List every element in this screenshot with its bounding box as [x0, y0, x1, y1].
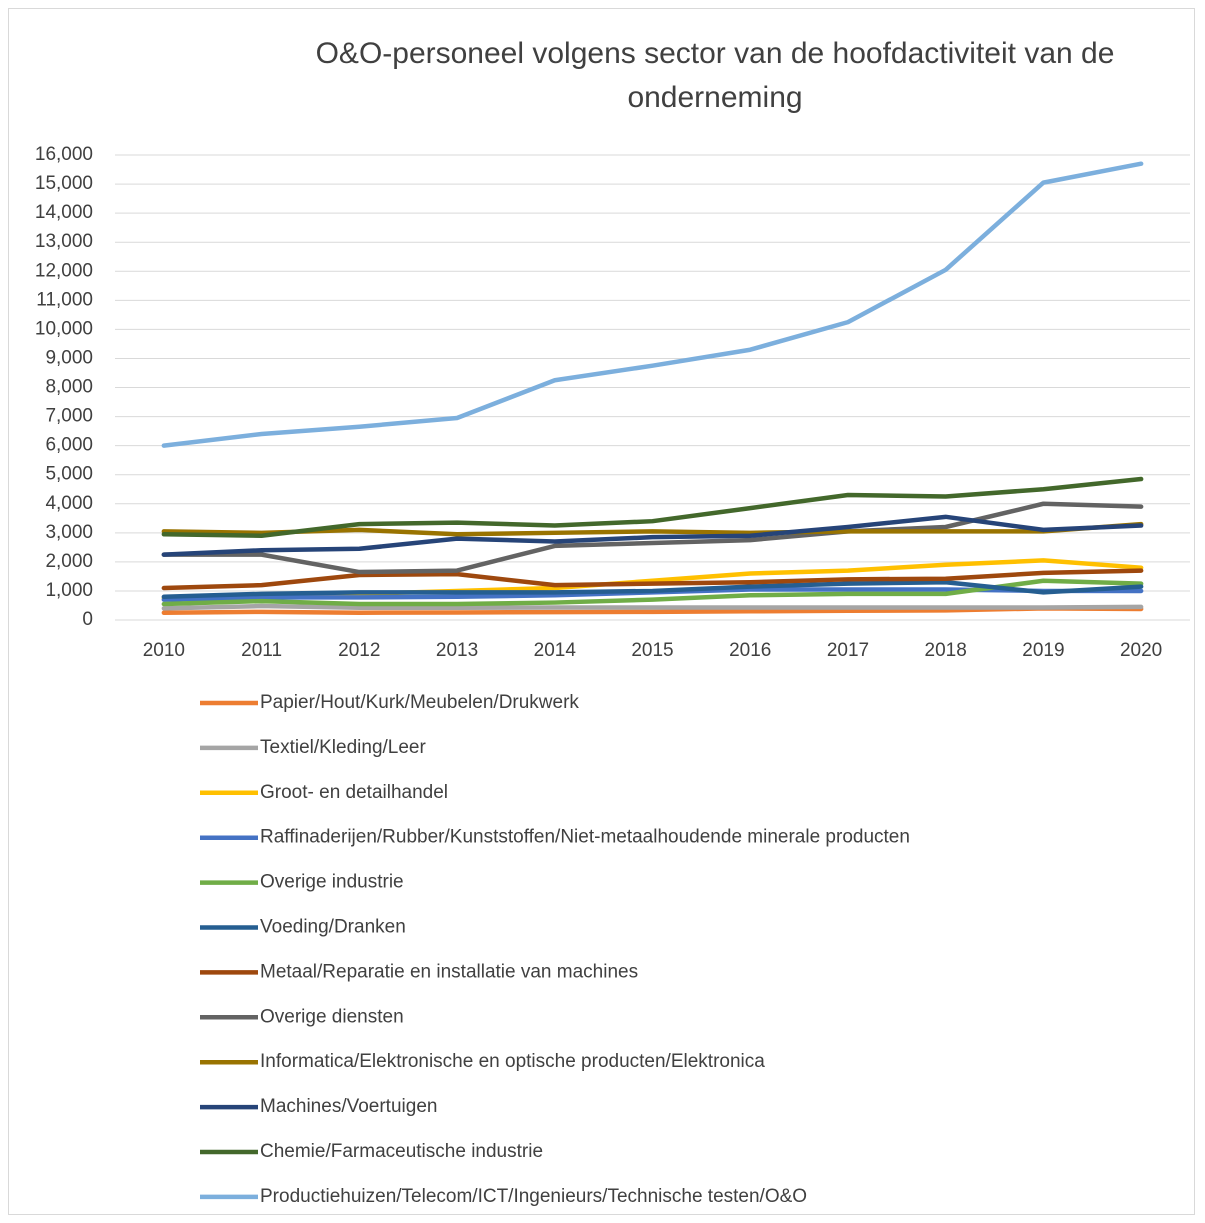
x-tick-label: 2014	[534, 640, 577, 661]
x-tick-label: 2016	[729, 640, 771, 661]
legend-label: Productiehuizen/Telecom/ICT/Ingenieurs/T…	[260, 1186, 807, 1207]
y-tick-label: 9,000	[45, 347, 93, 368]
x-tick-label: 2017	[827, 640, 869, 661]
y-tick-label: 15,000	[35, 173, 93, 194]
y-tick-label: 10,000	[35, 318, 93, 339]
chart-frame	[8, 8, 1195, 1215]
legend-label: Textiel/Kleding/Leer	[260, 737, 426, 758]
y-tick-label: 4,000	[45, 493, 93, 514]
series-line	[161, 568, 1144, 591]
x-tick-label: 2020	[1120, 640, 1162, 661]
x-tick-label: 2013	[436, 640, 478, 661]
legend-label: Informatica/Elektronische en optische pr…	[260, 1051, 765, 1072]
y-tick-label: 7,000	[45, 406, 93, 427]
legend-label: Papier/Hout/Kurk/Meubelen/Drukwerk	[260, 692, 579, 713]
y-tick-label: 12,000	[35, 260, 93, 281]
series-line	[161, 521, 1144, 537]
x-tick-label: 2011	[241, 640, 282, 661]
x-tick-label: 2015	[631, 640, 673, 661]
x-tick-label: 2019	[1022, 640, 1064, 661]
chart-title: O&O-personeel volgens sector van de hoof…	[315, 37, 1115, 114]
series-line	[161, 578, 1144, 607]
y-tick-label: 0	[82, 609, 93, 630]
legend-label: Raffinaderijen/Rubber/Kunststoffen/Niet-…	[260, 827, 910, 848]
y-tick-label: 16,000	[35, 144, 93, 165]
legend-label: Metaal/Reparatie en installatie van mach…	[260, 961, 638, 982]
legend-label: Overige industrie	[260, 872, 404, 893]
legend-label: Machines/Voertuigen	[260, 1096, 437, 1117]
x-tick-label: 2018	[925, 640, 967, 661]
x-tick-label: 2012	[338, 640, 380, 661]
y-tick-label: 2,000	[45, 551, 93, 572]
series-line	[161, 514, 1144, 557]
series-line	[161, 603, 1144, 611]
x-tick-label: 2010	[143, 640, 185, 661]
series-line	[161, 476, 1144, 538]
legend-label: Groot- en detailhandel	[260, 782, 448, 803]
y-tick-label: 13,000	[35, 231, 93, 252]
y-tick-label: 3,000	[45, 522, 93, 543]
y-tick-label: 6,000	[45, 435, 93, 456]
series-line	[161, 161, 1144, 448]
legend-label: Chemie/Farmaceutische industrie	[260, 1141, 543, 1162]
y-tick-label: 11,000	[36, 289, 93, 310]
legend-label: Voeding/Dranken	[260, 917, 406, 938]
y-tick-label: 5,000	[45, 464, 93, 485]
y-tick-label: 1,000	[45, 580, 93, 601]
legend-label: Overige diensten	[260, 1006, 404, 1027]
series-line	[161, 579, 1144, 599]
y-tick-label: 8,000	[45, 377, 93, 398]
y-tick-label: 14,000	[35, 202, 93, 223]
